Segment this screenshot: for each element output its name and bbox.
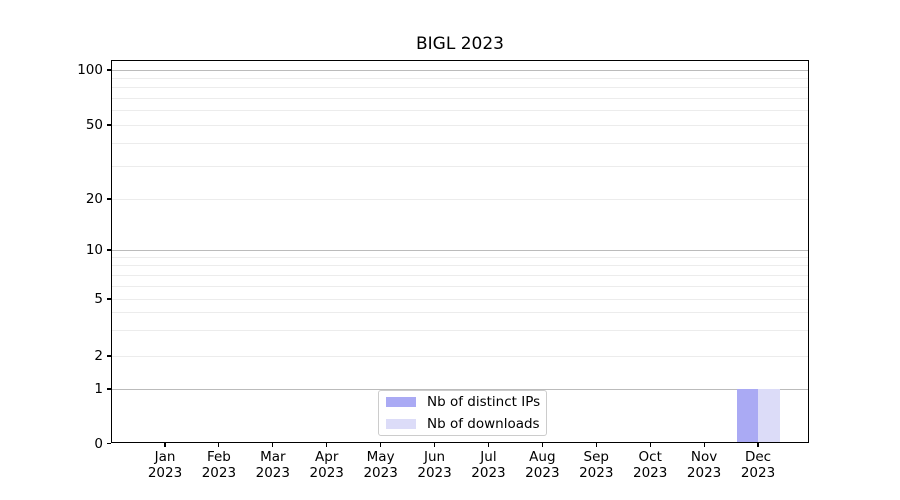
- y-tick-label: 20: [85, 191, 103, 207]
- gridline-minor: [112, 87, 808, 89]
- x-tick-label: Jul 2023: [457, 449, 519, 481]
- y-tick: [107, 124, 111, 126]
- gridline-minor: [112, 312, 808, 314]
- gridline-minor: [112, 198, 808, 200]
- x-tick-month: Nov: [690, 449, 718, 465]
- gridline-minor: [112, 355, 808, 357]
- legend-label: Nb of distinct IPs: [427, 394, 541, 410]
- x-tick: [272, 443, 274, 447]
- legend-label: Nb of downloads: [427, 416, 540, 432]
- x-tick-year: 2023: [201, 464, 237, 481]
- x-tick-month: Jul: [480, 449, 497, 465]
- x-tick: [164, 443, 166, 447]
- gridline-minor: [112, 256, 808, 258]
- x-tick-month: Aug: [529, 449, 556, 465]
- legend: Nb of distinct IPs Nb of downloads: [378, 390, 547, 436]
- y-tick-label: 50: [85, 117, 103, 133]
- x-tick-label: Oct 2023: [619, 449, 681, 481]
- legend-swatch: [386, 397, 416, 407]
- x-tick-month: Oct: [638, 449, 662, 465]
- y-tick: [107, 388, 111, 390]
- y-tick: [107, 198, 111, 200]
- gridline-major: [112, 249, 808, 251]
- bar-downloads: [758, 389, 780, 442]
- x-tick-year: 2023: [579, 464, 614, 481]
- y-tick: [107, 355, 111, 357]
- legend-item: Nb of distinct IPs: [386, 394, 546, 410]
- x-tick-year: 2023: [740, 464, 776, 481]
- x-tick-month: Jan: [154, 449, 176, 465]
- x-tick-month: Feb: [206, 449, 231, 465]
- x-tick-year: 2023: [147, 464, 183, 481]
- x-tick-month: Jun: [424, 449, 446, 465]
- x-tick: [487, 443, 490, 447]
- x-tick-year: 2023: [417, 464, 452, 481]
- x-tick-year: 2023: [686, 464, 722, 481]
- x-tick: [595, 443, 597, 447]
- y-tick-label: 10: [85, 242, 103, 258]
- bar-distinct-ips: [736, 389, 758, 442]
- gridline-minor: [112, 274, 808, 276]
- gridline-minor: [112, 330, 808, 332]
- x-tick-year: 2023: [309, 464, 344, 481]
- x-tick-month: Dec: [744, 449, 772, 465]
- y-tick-label: 0: [94, 435, 103, 452]
- x-tick-label: Aug 2023: [511, 449, 573, 481]
- x-tick: [380, 443, 382, 447]
- x-tick-year: 2023: [633, 464, 668, 481]
- x-tick-year: 2023: [471, 464, 506, 481]
- y-tick: [107, 442, 111, 445]
- x-tick: [326, 443, 328, 447]
- x-tick-label: Jan 2023: [134, 449, 196, 481]
- gridline-minor: [112, 142, 808, 144]
- x-tick-label: May 2023: [350, 449, 412, 481]
- x-tick-label: Nov 2023: [673, 449, 735, 481]
- gridline-minor: [112, 165, 808, 167]
- x-tick-month: Mar: [260, 449, 286, 465]
- x-tick: [218, 443, 220, 447]
- x-tick-label: Apr 2023: [296, 449, 358, 481]
- x-tick-year: 2023: [363, 464, 398, 481]
- x-tick: [433, 443, 436, 447]
- gridline-major: [112, 388, 808, 390]
- x-tick-label: Dec 2023: [727, 449, 789, 481]
- y-tick-label: 2: [94, 348, 103, 364]
- x-tick-month: May: [366, 449, 395, 465]
- gridline-minor: [112, 285, 808, 287]
- x-tick: [541, 443, 543, 447]
- x-tick-month: Sep: [583, 449, 609, 465]
- gridline-minor: [112, 124, 808, 126]
- gridline-major: [112, 69, 808, 71]
- gridline-minor: [112, 97, 808, 99]
- x-tick-year: 2023: [255, 464, 290, 481]
- gridline-minor: [112, 77, 808, 79]
- legend-item: Nb of downloads: [386, 416, 546, 432]
- y-tick-label: 100: [77, 62, 103, 78]
- x-tick-label: Mar 2023: [242, 449, 304, 481]
- gridline-minor: [112, 265, 808, 267]
- x-tick-label: Jun 2023: [404, 449, 466, 481]
- gridline-minor: [112, 298, 808, 300]
- y-tick-label: 5: [94, 291, 103, 307]
- x-tick: [703, 443, 705, 447]
- y-tick: [107, 298, 111, 300]
- x-tick-month: Apr: [315, 449, 339, 465]
- y-tick-label: 1: [94, 381, 103, 397]
- y-tick: [107, 69, 111, 71]
- gridline-minor: [112, 110, 808, 112]
- y-tick: [107, 249, 111, 251]
- legend-swatch: [386, 419, 416, 429]
- x-tick-year: 2023: [525, 464, 560, 481]
- x-tick-label: Feb 2023: [188, 449, 250, 481]
- x-tick: [649, 443, 651, 447]
- x-tick: [757, 443, 759, 447]
- chart-title: BIGL 2023: [416, 34, 504, 54]
- x-tick-label: Sep 2023: [565, 449, 627, 481]
